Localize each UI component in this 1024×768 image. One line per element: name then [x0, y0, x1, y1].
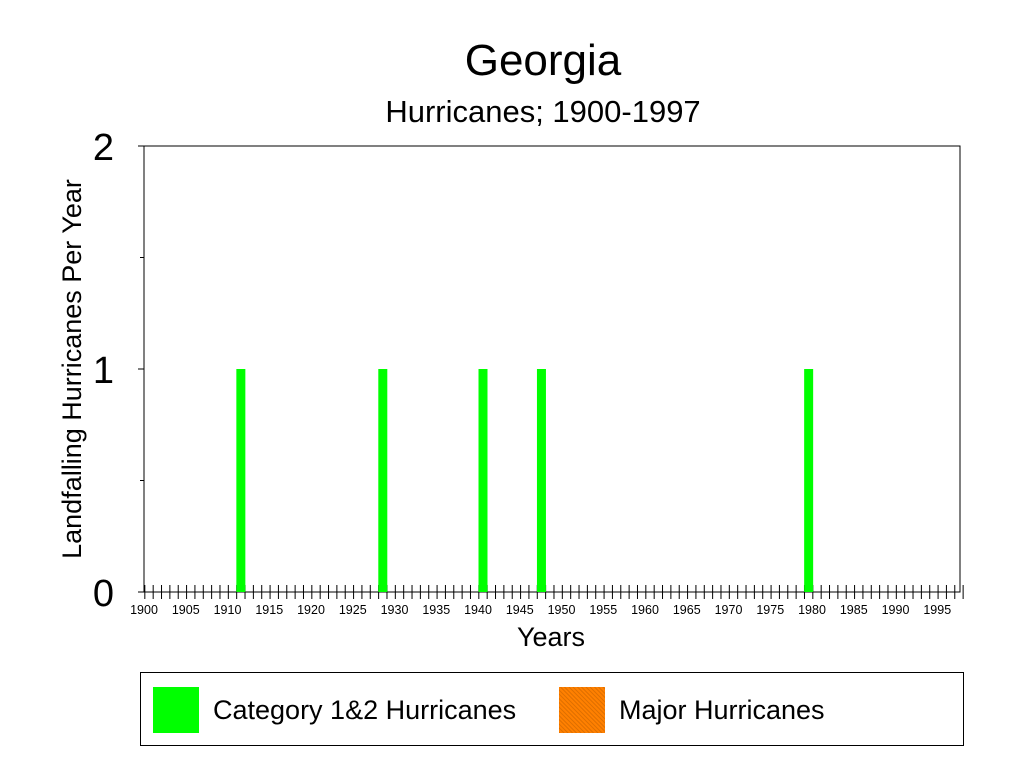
x-tick-label: 1980 — [798, 603, 826, 617]
y-tick-label: 2 — [93, 127, 114, 169]
x-tick-label: 1950 — [548, 603, 576, 617]
category-1-2-swatch — [153, 687, 199, 733]
bar — [478, 369, 488, 592]
bar — [378, 369, 388, 592]
bars — [236, 369, 814, 592]
major-hurricanes-swatch — [559, 687, 605, 733]
y-tick-label: 1 — [93, 350, 114, 392]
x-axis-label: Years — [517, 622, 585, 652]
y-tick-label: 0 — [93, 573, 114, 615]
y-axis-label: Landfalling Hurricanes Per Year — [57, 179, 87, 559]
x-tick-label: 1935 — [422, 603, 450, 617]
y-axis: 0 1 2 — [93, 127, 144, 615]
x-tick-label: 1960 — [631, 603, 659, 617]
bar — [536, 369, 546, 592]
x-tick-label: 1915 — [255, 603, 283, 617]
legend-item-category-1-2: Category 1&2 Hurricanes — [153, 687, 516, 733]
x-axis: 1900 1905 1910 1915 1920 1925 1930 1935 1940 1945… — [130, 585, 964, 617]
x-tick-label: 1975 — [756, 603, 784, 617]
x-tick-label: 1910 — [214, 603, 242, 617]
x-tick-label: 1905 — [172, 603, 200, 617]
x-tick-label: 1985 — [840, 603, 868, 617]
bar — [236, 369, 246, 592]
x-tick-label: 1925 — [339, 603, 367, 617]
x-tick-label: 1945 — [506, 603, 534, 617]
x-tick-label: 1970 — [715, 603, 743, 617]
bar — [804, 369, 814, 592]
x-tick-label: 1920 — [297, 603, 325, 617]
plot-area — [143, 145, 961, 593]
x-tick-label: 1930 — [381, 603, 409, 617]
x-tick-label: 1965 — [673, 603, 701, 617]
legend: Category 1&2 Hurricanes Major Hurricanes — [140, 672, 964, 746]
chart-title: Georgia — [465, 36, 622, 85]
x-tick-label: 1990 — [882, 603, 910, 617]
x-tick-label: 1940 — [464, 603, 492, 617]
legend-label-category-1-2: Category 1&2 Hurricanes — [213, 694, 517, 725]
x-tick-label: 1900 — [130, 603, 158, 617]
chart-subtitle: Hurricanes; 1900-1997 — [385, 94, 700, 129]
x-tick-label: 1955 — [589, 603, 617, 617]
legend-label-major: Major Hurricanes — [619, 694, 825, 725]
x-tick-label: 1995 — [923, 603, 951, 617]
legend-item-major: Major Hurricanes — [559, 687, 825, 733]
